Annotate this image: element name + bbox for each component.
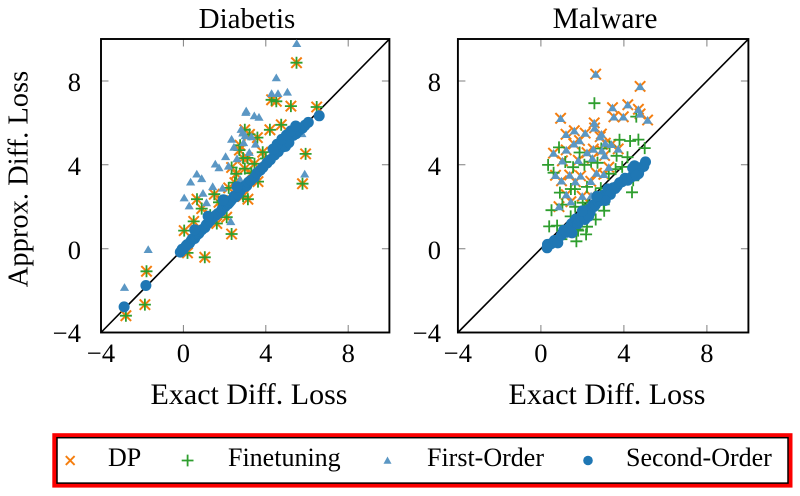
- svg-text:8: 8: [68, 67, 81, 97]
- svg-text:Second-Order: Second-Order: [626, 443, 772, 472]
- svg-text:8: 8: [342, 338, 355, 368]
- svg-text:Finetuning: Finetuning: [228, 443, 341, 472]
- svg-text:Exact Diff. Loss: Exact Diff. Loss: [509, 378, 706, 411]
- svg-text:−4: −4: [413, 318, 441, 348]
- svg-text:0: 0: [534, 338, 547, 368]
- svg-text:Diabetis: Diabetis: [199, 3, 296, 35]
- svg-text:Approx. Diff. Loss: Approx. Diff. Loss: [4, 71, 35, 287]
- svg-text:4: 4: [428, 151, 441, 181]
- svg-text:−4: −4: [87, 338, 115, 368]
- svg-text:−4: −4: [53, 318, 81, 348]
- svg-text:0: 0: [177, 338, 190, 368]
- svg-text:8: 8: [428, 67, 441, 97]
- svg-text:DP: DP: [108, 443, 141, 472]
- svg-text:First-Order: First-Order: [427, 443, 544, 472]
- svg-text:8: 8: [700, 338, 713, 368]
- svg-text:0: 0: [68, 235, 81, 265]
- svg-text:4: 4: [259, 338, 272, 368]
- svg-text:4: 4: [68, 151, 81, 181]
- svg-text:0: 0: [428, 235, 441, 265]
- svg-text:−4: −4: [444, 338, 472, 368]
- svg-text:Malware: Malware: [553, 3, 658, 35]
- svg-text:4: 4: [617, 338, 630, 368]
- svg-text:Exact Diff. Loss: Exact Diff. Loss: [151, 378, 348, 411]
